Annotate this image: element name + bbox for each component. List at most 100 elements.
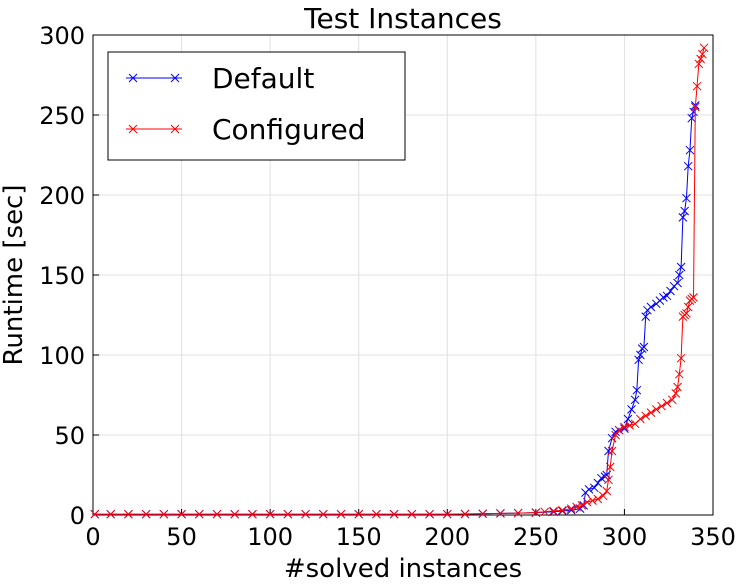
data-point: [666, 286, 675, 296]
data-point: [598, 491, 608, 501]
data-point: [676, 262, 686, 272]
series-line: [94, 105, 696, 515]
data-point: [641, 411, 651, 421]
data-point: [699, 43, 709, 53]
data-point: [496, 509, 505, 518]
data-point: [620, 422, 629, 432]
data-point: [611, 430, 620, 440]
data-point: [614, 425, 624, 435]
x-tick-label: 50: [166, 523, 197, 551]
data-point: [696, 54, 705, 64]
data-point: [634, 355, 643, 365]
y-tick-label: 50: [54, 422, 85, 450]
data-point: [657, 401, 666, 411]
data-point: [318, 509, 328, 519]
data-point: [689, 107, 698, 117]
data-point: [230, 509, 240, 519]
data-point: [676, 353, 686, 363]
data-point: [558, 506, 567, 516]
data-point: [540, 507, 550, 517]
y-tick-label: 100: [39, 342, 85, 370]
x-tick-label: 200: [424, 523, 470, 551]
data-point: [566, 504, 576, 513]
data-point: [690, 102, 700, 112]
data-point: [572, 502, 581, 512]
x-tick-label: 350: [690, 523, 736, 551]
data-point: [549, 507, 558, 517]
plot-frame: [92, 34, 714, 516]
data-point: [636, 350, 645, 360]
data-point: [694, 59, 704, 69]
x-tick-label: 150: [336, 523, 382, 551]
data-point: [425, 509, 434, 519]
data-point: [577, 501, 587, 510]
data-point: [248, 509, 257, 519]
data-point: [265, 509, 275, 519]
data-point: [407, 509, 417, 519]
data-point: [549, 506, 558, 516]
y-axis-label: Runtime [sec]: [0, 185, 29, 366]
legend-marker: [128, 73, 180, 83]
data-point: [604, 475, 613, 485]
data-point: [674, 270, 684, 280]
data-point: [646, 408, 656, 417]
data-point: [301, 509, 310, 519]
x-tick-label: 100: [247, 523, 293, 551]
legend-label: Configured: [212, 113, 365, 146]
data-point: [692, 81, 702, 91]
data-point: [687, 113, 697, 123]
data-point: [689, 293, 698, 302]
data-point: [354, 509, 364, 519]
y-tick-label: 0: [70, 502, 85, 530]
data-point: [460, 509, 470, 519]
data-point: [513, 508, 523, 518]
data-point: [671, 389, 681, 398]
data-point: [593, 494, 603, 504]
data-point: [680, 206, 690, 216]
x-axis-label: #solved instances: [284, 554, 522, 584]
data-point: [673, 278, 682, 288]
data-point: [336, 509, 346, 519]
data-point: [124, 509, 133, 519]
data-point: [90, 509, 100, 519]
legend-label: Default: [212, 62, 314, 95]
data-point: [558, 505, 567, 515]
data-point: [194, 509, 204, 519]
data-point: [106, 509, 116, 519]
data-point: [662, 291, 672, 301]
data-point: [639, 342, 649, 352]
y-tick-label: 150: [39, 262, 85, 290]
legend-box: [107, 51, 406, 161]
data-point: [632, 385, 642, 395]
y-tick-label: 200: [39, 182, 85, 210]
data-point: [589, 483, 599, 493]
x-tick-label: 300: [602, 523, 648, 551]
data-point: [588, 496, 597, 505]
data-point: [623, 414, 633, 424]
data-point: [582, 497, 592, 507]
data-point: [442, 509, 452, 519]
data-point: [602, 486, 612, 496]
data-point: [685, 145, 695, 155]
data-point: [630, 395, 640, 405]
legend-marker: [128, 124, 180, 134]
x-tick-label: 0: [85, 523, 100, 551]
data-point: [682, 309, 691, 318]
data-point: [584, 485, 594, 494]
data-point: [662, 398, 672, 408]
data-point: [604, 446, 613, 456]
data-point: [177, 509, 186, 519]
data-point: [607, 446, 617, 456]
data-point: [627, 405, 636, 414]
data-point: [683, 161, 693, 171]
data-point: [674, 369, 684, 379]
data-point: [159, 509, 169, 519]
data-point: [682, 193, 691, 203]
data-point: [678, 213, 688, 222]
data-point: [478, 509, 488, 519]
x-tick-label: 250: [513, 523, 559, 551]
data-point: [625, 421, 635, 430]
data-point: [372, 509, 381, 519]
data-point: [141, 509, 151, 519]
